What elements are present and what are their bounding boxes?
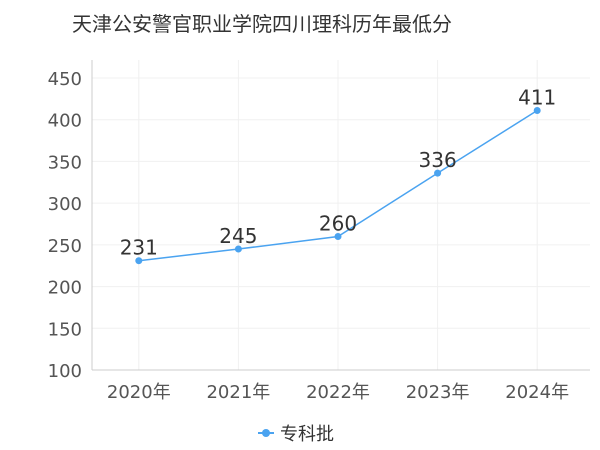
data-label: 245 xyxy=(219,224,257,248)
y-tick-label: 300 xyxy=(48,194,82,215)
y-tick-label: 400 xyxy=(48,111,82,132)
x-tick-label: 2023年 xyxy=(406,382,470,403)
legend-label: 专科批 xyxy=(280,424,334,445)
y-tick-label: 150 xyxy=(48,319,82,340)
data-point xyxy=(334,233,342,241)
y-tick-label: 450 xyxy=(48,69,82,90)
data-point xyxy=(135,257,143,265)
data-label: 411 xyxy=(518,86,556,110)
x-tick-label: 2021年 xyxy=(206,382,270,403)
y-tick-labels: 100 150 200 250 300 350 400 450 xyxy=(48,69,82,382)
x-tick-label: 2022年 xyxy=(306,382,370,403)
data-label: 231 xyxy=(120,236,158,260)
data-point xyxy=(234,245,242,253)
y-tick-label: 250 xyxy=(48,236,82,257)
legend: 专科批 xyxy=(258,420,334,446)
data-point xyxy=(533,107,541,115)
data-point xyxy=(434,169,442,177)
data-label: 336 xyxy=(419,148,457,172)
y-tick-label: 350 xyxy=(48,152,82,173)
x-tick-label: 2024年 xyxy=(505,382,569,403)
grid-lines xyxy=(92,60,590,371)
data-label: 260 xyxy=(319,212,357,236)
y-tick-label: 200 xyxy=(48,278,82,299)
chart-title: 天津公安警官职业学院四川理科历年最低分 xyxy=(72,12,452,36)
axes xyxy=(91,60,590,371)
x-tick-labels: 2020年 2021年 2022年 2023年 2024年 xyxy=(107,382,569,403)
x-tick-label: 2020年 xyxy=(107,382,171,403)
series-layer: 231 245 260 336 411 xyxy=(120,86,556,265)
y-tick-label: 100 xyxy=(48,361,82,382)
legend-swatch xyxy=(258,428,274,438)
